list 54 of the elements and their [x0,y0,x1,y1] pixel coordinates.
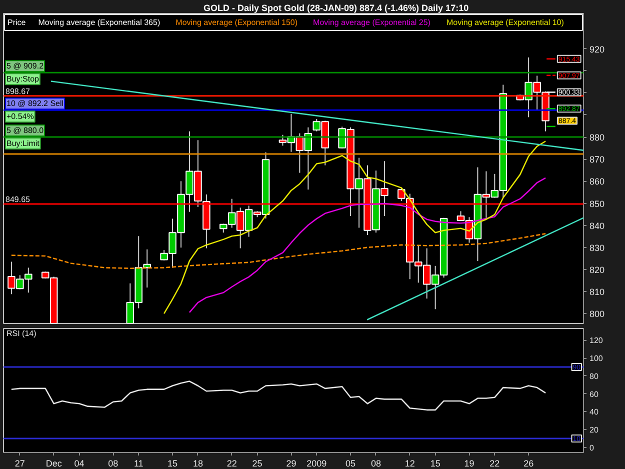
text: Price [8,18,26,27]
y-tick-label: 80 [590,372,599,381]
y-tick-label: 800 [590,309,605,320]
x-tick-label: 26 [524,458,534,468]
ref-line-label: 5 @ 909.2 [6,62,44,71]
chart-title: RSI (14) [6,329,37,338]
y-tick-label: 920 [590,44,605,54]
ref-line-label: 10 @ 892.2 Sell [6,99,64,108]
y-tick-label: 850 [590,198,605,209]
x-tick-label: 08 [370,458,381,468]
annotation: Buy:Limit [6,139,40,148]
x-tick-label: 19 [464,458,474,468]
line-series [10,380,546,411]
x-tick-label: 15 [168,458,178,468]
line-series [10,233,546,269]
y-tick-label: 810 [590,287,605,298]
x-tick-label: Dec [46,458,62,468]
annotation: +0.54% [6,112,34,122]
y-tick-label: 830 [590,242,605,253]
line-series [163,140,546,314]
y-tick-label: 40 [590,408,599,417]
chart-title: GOLD - Daily Spot Gold (28-JAN-09) 887.4 (-1.46%) Daily 17:10 [204,3,469,13]
ref-line-label: 5 @ 880.0 [6,126,44,136]
x-tick-label: 04 [74,458,84,468]
y-tick-label: 100 [590,354,604,364]
y-tick-label: 880 [590,132,605,143]
legend-label: Moving average (Exponential 365) [38,18,160,27]
ref-line-label: 898.67 [6,86,31,96]
y-tick-label: 60 [590,390,599,399]
x-tick-label: 29 [286,458,296,468]
text: Moving average (Exponential 25) [313,18,431,27]
y-tick-label: 0 [590,443,594,452]
y-tick-label: 120 [590,336,604,346]
text: Moving average (Exponential 150) [176,18,298,27]
x-tick-label: 22 [490,458,500,468]
x-tick-label: 27 [14,458,25,468]
x-tick-label: 11 [134,458,144,468]
ref-line-label: 849.65 [6,195,31,204]
x-tick-label: 15 [430,458,440,468]
annotation: Buy:Stop [6,74,40,84]
x-tick-label: 22 [226,458,237,468]
x-tick-label: 08 [108,458,118,468]
text: Moving average (Exponential 10) [446,18,564,27]
x-tick-label: 18 [192,458,203,468]
x-tick-label: 2009 [306,458,327,468]
y-tick-label: 870 [590,154,605,165]
x-tick-label: 12 [404,458,415,468]
y-tick-label: 860 [590,176,605,187]
x-tick-label: 05 [346,458,356,468]
y-tick-label: 20 [590,426,599,435]
x-tick-label: 25 [252,458,262,468]
y-tick-label: 840 [590,220,605,231]
y-tick-label: 820 [590,264,605,275]
line-series [188,177,546,314]
